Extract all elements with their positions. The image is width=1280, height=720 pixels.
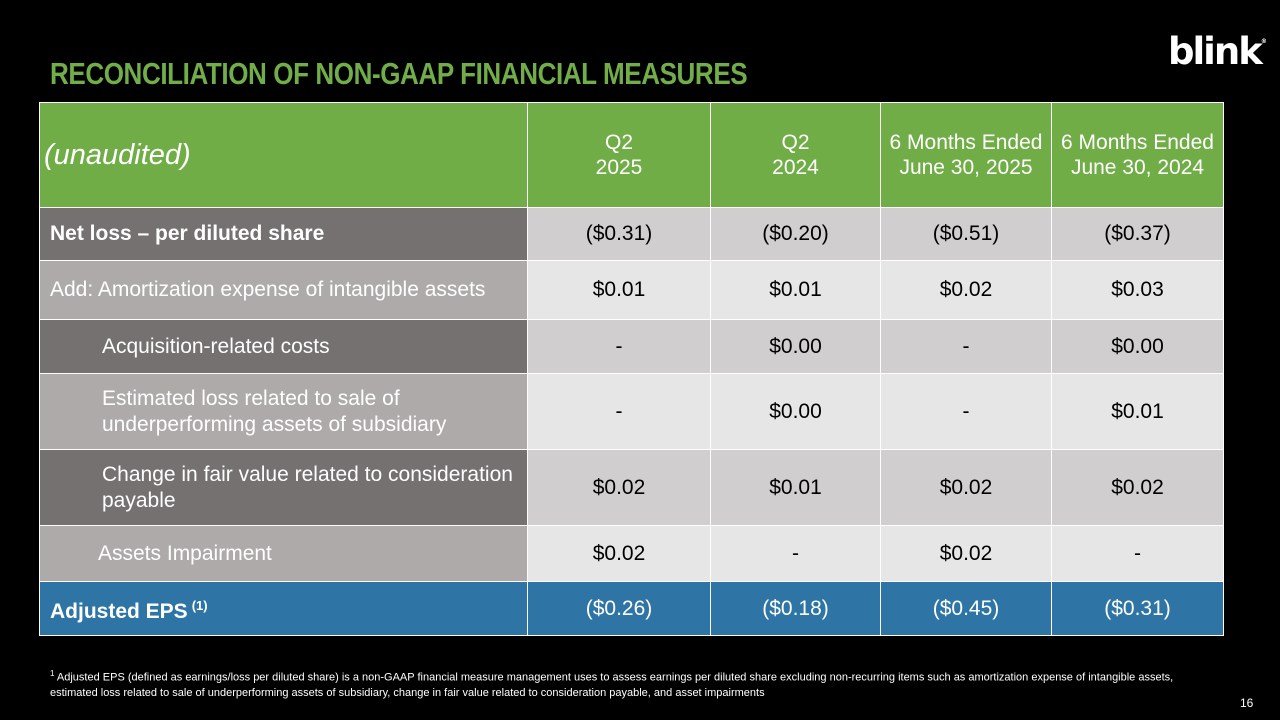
registered-mark: ® xyxy=(1260,38,1267,45)
column-header-line2: June 30, 2024 xyxy=(1070,156,1205,179)
reconciliation-table: (unaudited) Q2 2025 Q2 2024 6 Months Ended… xyxy=(39,102,1224,636)
row-label: Adjusted EPS (1) xyxy=(39,581,528,636)
table-cell: ($0.31) xyxy=(1051,581,1224,636)
column-header-line1: Q2 xyxy=(781,131,810,154)
table-cell: $0.02 xyxy=(880,449,1052,526)
table-row-net-loss: Net loss – per diluted share ($0.31) ($0… xyxy=(39,207,1224,261)
row-label: Add: Amortization expense of intangible … xyxy=(39,260,528,320)
table-cell: ($0.20) xyxy=(710,207,881,261)
adjusted-eps-label: Adjusted EPS xyxy=(50,599,188,623)
table-cell: $0.01 xyxy=(710,260,881,320)
footnote-text: Adjusted EPS (defined as earnings/loss p… xyxy=(50,671,1174,699)
blink-logo: blink® xyxy=(1168,30,1267,73)
table-cell: ($0.26) xyxy=(527,581,711,636)
row-label-line2: underperforming assets of subsidiary xyxy=(102,412,447,436)
table-cell: $0.00 xyxy=(1051,319,1224,374)
column-header-q2-2024: Q2 2024 xyxy=(710,102,881,208)
footnote-reference: (1) xyxy=(191,597,208,613)
row-label: Assets Impairment xyxy=(39,525,528,582)
table-cell: - xyxy=(710,525,881,582)
page-title: RECONCILIATION OF NON-GAAP FINANCIAL MEA… xyxy=(50,56,748,91)
table-cell: ($0.37) xyxy=(1051,207,1224,261)
row-label: Acquisition-related costs xyxy=(39,319,528,374)
table-cell: - xyxy=(527,373,711,450)
column-header-line2: 2024 xyxy=(772,156,819,179)
row-label-line2: payable xyxy=(102,488,176,512)
table-cell: ($0.18) xyxy=(710,581,881,636)
table-cell: $0.00 xyxy=(710,373,881,450)
logo-text: blink xyxy=(1168,30,1263,73)
row-label-line1: Estimated loss related to sale of xyxy=(102,386,400,410)
row-label: Change in fair value related to consider… xyxy=(39,449,528,526)
table-row-adjusted-eps: Adjusted EPS (1) ($0.26) ($0.18) ($0.45) … xyxy=(39,581,1224,636)
table-cell: $0.02 xyxy=(880,525,1052,582)
table-cell: - xyxy=(1051,525,1224,582)
column-header-line1: 6 Months Ended xyxy=(889,131,1043,154)
table-cell: $0.02 xyxy=(880,260,1052,320)
table-cell: - xyxy=(527,319,711,374)
column-header-line1: Q2 xyxy=(604,131,633,154)
unaudited-label: (unaudited) xyxy=(39,102,528,208)
column-header-6m-2024: 6 Months Ended June 30, 2024 xyxy=(1051,102,1224,208)
table-cell: $0.02 xyxy=(527,449,711,526)
table-cell: $0.03 xyxy=(1051,260,1224,320)
column-header-line2: June 30, 2025 xyxy=(899,156,1033,179)
row-label-line1: Change in fair value related to consider… xyxy=(102,462,513,486)
table-cell: $0.01 xyxy=(527,260,711,320)
table-cell: $0.02 xyxy=(1051,449,1224,526)
table-cell: $0.01 xyxy=(710,449,881,526)
table-cell: ($0.31) xyxy=(527,207,711,261)
column-header-line1: 6 Months Ended xyxy=(1061,131,1214,154)
table-row-assets-impairment: Assets Impairment $0.02 - $0.02 - xyxy=(39,525,1224,582)
page-number: 16 xyxy=(1240,696,1254,710)
table-row-amortization: Add: Amortization expense of intangible … xyxy=(39,260,1224,320)
table-cell: - xyxy=(880,319,1052,374)
row-label: Net loss – per diluted share xyxy=(39,207,528,261)
table-cell: $0.02 xyxy=(527,525,711,582)
column-header-q2-2025: Q2 2025 xyxy=(527,102,711,208)
table-cell: - xyxy=(880,373,1052,450)
row-label: Estimated loss related to sale of underpe… xyxy=(39,373,528,450)
table-header-row: (unaudited) Q2 2025 Q2 2024 6 Months Ended… xyxy=(39,102,1224,208)
column-header-line2: 2025 xyxy=(595,156,643,179)
table-cell: ($0.51) xyxy=(880,207,1052,261)
table-cell: ($0.45) xyxy=(880,581,1052,636)
footnote-marker: 1 xyxy=(50,669,55,678)
column-header-6m-2025: 6 Months Ended June 30, 2025 xyxy=(880,102,1052,208)
table-cell: $0.00 xyxy=(710,319,881,374)
table-row-acquisition-costs: Acquisition-related costs - $0.00 - $0.0… xyxy=(39,319,1224,374)
table-row-estimated-loss: Estimated loss related to sale of underpe… xyxy=(39,373,1224,450)
table-cell: $0.01 xyxy=(1051,373,1224,450)
footnote: 1 Adjusted EPS (defined as earnings/loss… xyxy=(50,666,1220,701)
table-row-fair-value-change: Change in fair value related to consider… xyxy=(39,449,1224,526)
